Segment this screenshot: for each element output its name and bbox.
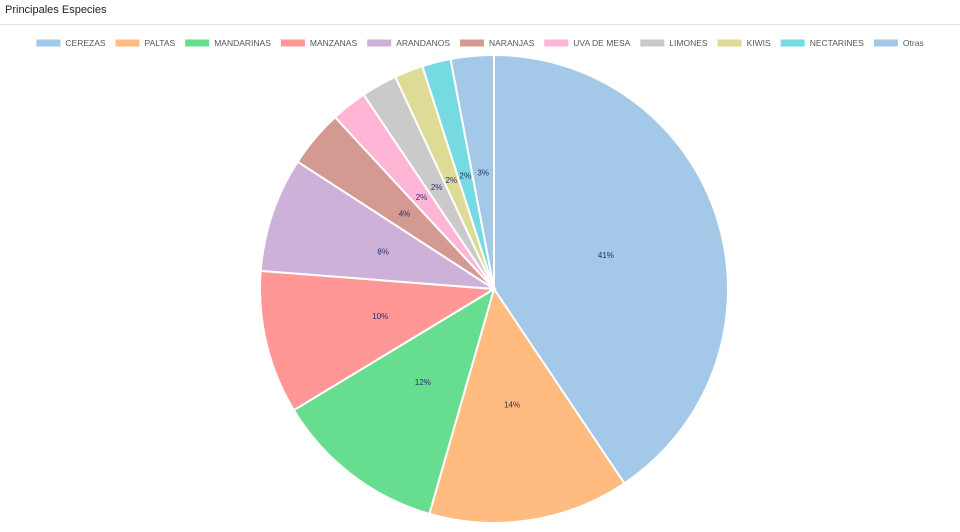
pie-slice-otras[interactable] xyxy=(449,53,495,290)
legend-item-cerezas[interactable]: CEREZAS xyxy=(36,38,106,48)
legend-swatch xyxy=(873,39,898,47)
legend-item-limones[interactable]: LIMONES xyxy=(640,38,708,48)
legend-label: MANDARINAS xyxy=(214,38,271,48)
chart-legend: CEREZAS PALTAS MANDARINAS MANZANAS ARANDANOS… xyxy=(36,38,924,48)
pie-slice-mandarinas[interactable] xyxy=(292,286,496,516)
slice-label-kiwis: 2% xyxy=(446,176,458,185)
slice-label-paltas: 14% xyxy=(504,401,520,410)
legend-label: NECTARINES xyxy=(810,38,864,48)
pie-slice-manzanas[interactable] xyxy=(259,269,498,412)
legend-label: Otras xyxy=(903,38,924,48)
legend-label: NARANJAS xyxy=(489,38,535,48)
legend-swatch xyxy=(185,39,210,47)
legend-swatch xyxy=(460,39,484,47)
legend-label: MANZANAS xyxy=(310,38,358,48)
legend-label: PALTAS xyxy=(145,38,176,48)
slice-labels: 41%14%12%10%8%4%2%2%2% 2% 3% xyxy=(372,169,614,410)
legend-item-arandanos[interactable]: ARANDANOS xyxy=(367,38,450,48)
legend-label: CEREZAS xyxy=(65,38,105,48)
legend-label: UVA DE MESA xyxy=(573,38,630,48)
legend-item-kiwis[interactable]: KIWIS xyxy=(717,38,771,48)
legend-swatch xyxy=(780,39,805,47)
legend-label: KIWIS xyxy=(747,38,771,48)
slice-label-limones: 2% xyxy=(431,183,443,192)
slice-label-arandanos: 8% xyxy=(377,248,389,257)
legend-item-uva-de-mesa[interactable]: UVA DE MESA xyxy=(544,38,631,48)
slice-label-cerezas: 41% xyxy=(598,251,614,260)
legend-item-paltas[interactable]: PALTAS xyxy=(115,38,176,48)
slice-label-nectarines: 2% xyxy=(459,172,471,181)
legend-swatch xyxy=(640,39,665,47)
legend-label: LIMONES xyxy=(669,38,708,48)
legend-item-mandarinas[interactable]: MANDARINAS xyxy=(185,38,271,48)
legend-item-nectarines[interactable]: NECTARINES xyxy=(780,38,864,48)
slice-label-manzanas: 10% xyxy=(372,312,388,321)
slice-label-mandarinas: 12% xyxy=(415,378,431,387)
pie-slices xyxy=(259,53,729,524)
pie-slice-cerezas[interactable] xyxy=(493,53,729,485)
legend-swatch xyxy=(115,39,140,47)
legend-swatch xyxy=(544,39,569,47)
pie-slice-arandanos[interactable] xyxy=(259,160,495,290)
legend-swatch xyxy=(280,39,305,47)
panel-title: Principales Especies xyxy=(5,4,107,16)
legend-item-manzanas[interactable]: MANZANAS xyxy=(280,38,358,48)
legend-item-naranjas[interactable]: NARANJAS xyxy=(460,38,535,48)
legend-label: ARANDANOS xyxy=(396,38,450,48)
legend-swatch xyxy=(36,39,61,47)
legend-swatch xyxy=(717,39,742,47)
legend-item-otras[interactable]: Otras xyxy=(873,38,924,48)
legend-swatch xyxy=(367,39,392,47)
panel-header: Principales Especies xyxy=(0,0,960,25)
slice-label-naranjas: 4% xyxy=(399,210,411,219)
slice-label-uva-de-mesa: 2% xyxy=(416,193,428,202)
slice-label-otras: 3% xyxy=(477,169,489,178)
